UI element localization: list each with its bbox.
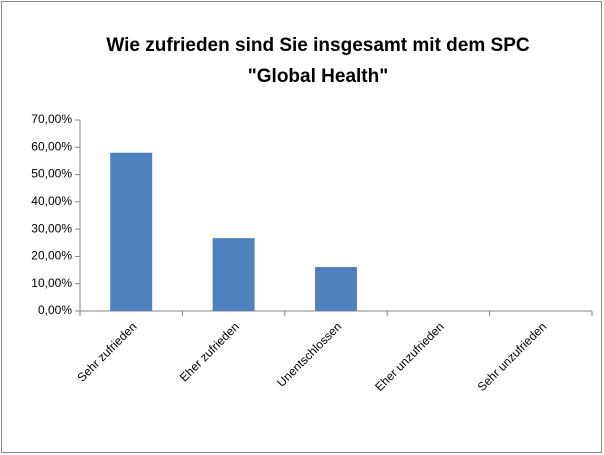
chart-title: "Global Health" (248, 66, 388, 87)
bar (110, 152, 153, 311)
y-tick-label: 0,00% (38, 303, 72, 317)
y-tick-label: 10,00% (31, 276, 72, 290)
y-tick-label: 40,00% (31, 194, 72, 208)
bar (212, 238, 255, 311)
y-tick-label: 30,00% (31, 221, 72, 235)
chart-title: Wie zufrieden sind Sie insgesamt mit dem… (106, 35, 529, 56)
y-tick-label: 50,00% (31, 167, 72, 181)
bar (315, 267, 357, 311)
y-tick-label: 20,00% (31, 249, 72, 263)
y-tick-label: 70,00% (31, 112, 72, 126)
y-tick-label: 60,00% (31, 139, 72, 153)
